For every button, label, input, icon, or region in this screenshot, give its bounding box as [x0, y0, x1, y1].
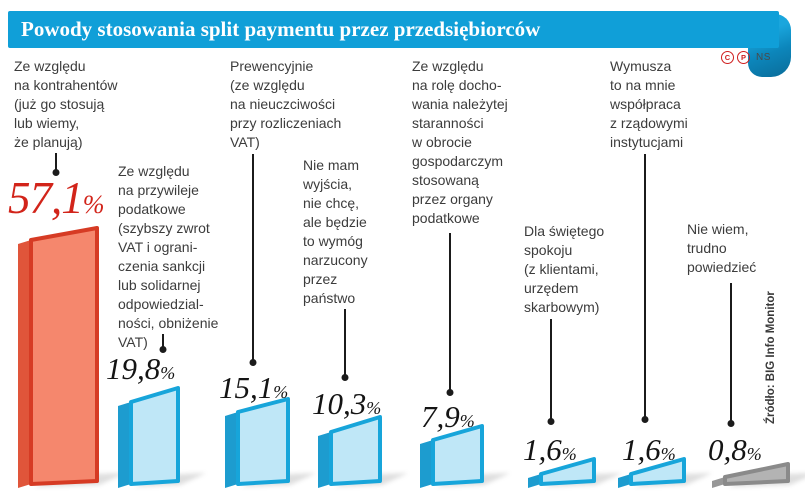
bar-4: [318, 415, 408, 488]
value-label-7: 1,6%: [622, 432, 676, 467]
leader-line-8: [730, 283, 732, 424]
category-label-1: Ze względu na kontrahentów (już go stosu…: [14, 58, 118, 150]
leader-line-5: [449, 233, 451, 393]
category-label-8: Nie wiem, trudno powiedzieć: [687, 221, 757, 275]
bar-1: [18, 226, 125, 488]
bar-3: [225, 397, 316, 488]
category-label-7: Wymusza to na mnie współpraca z rządowym…: [610, 58, 688, 150]
value-label-3: 15,1%: [219, 370, 289, 405]
bar-2: [118, 386, 206, 488]
category-label-4: Nie mam wyjścia, nie chcę, ale będzie to…: [303, 157, 368, 306]
rights-marks: C P NS: [721, 51, 771, 64]
value-label-5: 7,9%: [421, 399, 475, 434]
leader-line-4: [344, 309, 346, 378]
value-label-1: 57,1%: [8, 173, 104, 223]
category-label-6: Dla świętego spokoju (z klientami, urzęd…: [524, 223, 605, 315]
copyright-icon: C: [721, 51, 734, 64]
page-title: Powody stosowania split paymentu przez p…: [8, 11, 779, 48]
bar-8: [712, 462, 805, 488]
leader-line-3: [252, 154, 254, 363]
publishing-rights-icon: P: [737, 51, 750, 64]
category-label-2: Ze względu na przywileje podatkowe (szyb…: [118, 163, 219, 350]
category-label-5: Ze względu na rolę docho- wania należyte…: [412, 58, 508, 226]
leader-line-2: [162, 334, 164, 350]
bar-6: [528, 457, 622, 488]
value-label-8: 0,8%: [708, 432, 762, 467]
value-label-6: 1,6%: [523, 432, 577, 467]
value-label-4: 10,3%: [312, 386, 382, 421]
source-credit: Źródło: BIG Info Monitor: [765, 291, 777, 424]
value-label-2: 19,8%: [106, 351, 176, 386]
bar-5: [420, 424, 510, 488]
leader-line-1: [55, 153, 57, 173]
leader-line-6: [550, 319, 552, 422]
category-label-3: Prewencyjnie (ze względu na nieuczciwośc…: [230, 58, 342, 150]
agency-mark: NS: [756, 52, 771, 63]
bar-7: [618, 457, 712, 488]
leader-line-7: [644, 154, 646, 420]
